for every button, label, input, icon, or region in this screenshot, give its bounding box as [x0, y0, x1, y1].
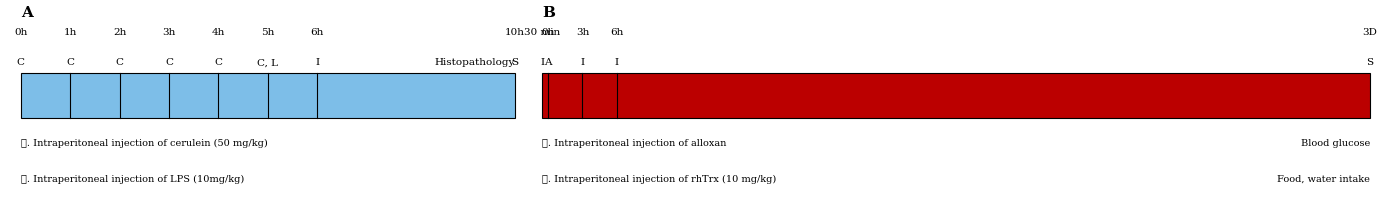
Text: 0h: 0h — [541, 28, 555, 37]
Text: 3D: 3D — [1363, 28, 1377, 37]
Text: 3h: 3h — [163, 28, 175, 37]
Text: S: S — [510, 58, 519, 67]
Text: 4h: 4h — [211, 28, 225, 37]
Text: B: B — [542, 6, 555, 20]
Text: 6h: 6h — [611, 28, 623, 37]
Bar — [21, 73, 515, 118]
Text: 0h: 0h — [14, 28, 28, 37]
Text: Food, water intake: Food, water intake — [1277, 174, 1370, 183]
Text: A: A — [544, 58, 552, 67]
Text: 10h: 10h — [505, 28, 524, 37]
Text: ⒱. Intraperitoneal injection of LPS (10mg/kg): ⒱. Intraperitoneal injection of LPS (10m… — [21, 174, 243, 184]
Text: 3h: 3h — [576, 28, 590, 37]
Text: 2h: 2h — [113, 28, 127, 37]
Text: ⓘ. Intraperitoneal injection of rhTrx (10 mg/kg): ⓘ. Intraperitoneal injection of rhTrx (1… — [542, 174, 776, 184]
Text: I: I — [316, 58, 319, 67]
Text: 6h: 6h — [310, 28, 324, 37]
Text: C: C — [67, 58, 74, 67]
Text: Histopathology: Histopathology — [434, 58, 515, 67]
Text: S: S — [1366, 58, 1374, 67]
Text: 30 min: 30 min — [524, 28, 561, 37]
Bar — [542, 73, 1370, 118]
Text: Blood glucose: Blood glucose — [1301, 139, 1370, 148]
Text: C: C — [166, 58, 172, 67]
Text: 5h: 5h — [262, 28, 274, 37]
Text: Ⓒ. Intraperitoneal injection of alloxan: Ⓒ. Intraperitoneal injection of alloxan — [542, 139, 727, 148]
Text: 1h: 1h — [64, 28, 77, 37]
Text: A: A — [21, 6, 33, 20]
Text: I: I — [580, 58, 584, 67]
Text: C: C — [17, 58, 25, 67]
Text: Ⓒ. Intraperitoneal injection of cerulein (50 mg/kg): Ⓒ. Intraperitoneal injection of cerulein… — [21, 139, 267, 148]
Text: C: C — [214, 58, 223, 67]
Text: I: I — [615, 58, 619, 67]
Text: I: I — [541, 58, 544, 67]
Text: C, L: C, L — [257, 58, 278, 67]
Text: C: C — [115, 58, 124, 67]
